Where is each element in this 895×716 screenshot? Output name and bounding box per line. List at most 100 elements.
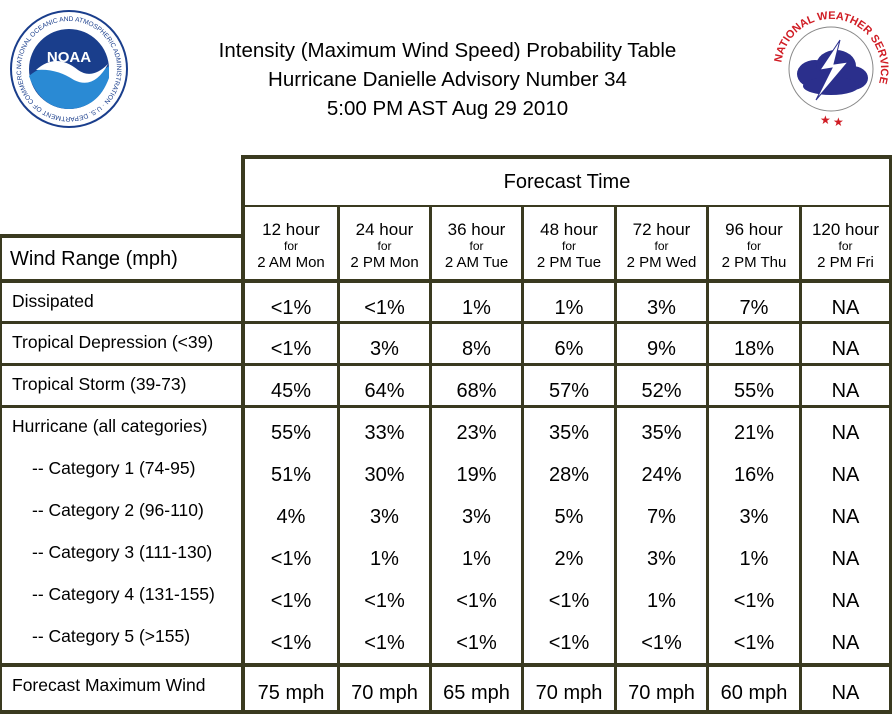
table-cell: 7% — [647, 506, 676, 528]
row-divider — [0, 663, 892, 667]
column-header-hours: 120 hour — [811, 220, 880, 239]
row-label: -- Category 1 (74-95) — [32, 458, 196, 478]
noaa-logo: NOAA NATIONAL OCEANIC AND ATMOSPHERIC AD… — [6, 3, 130, 130]
column-header-valid: 2 PM Wed — [626, 254, 697, 271]
title-line-1: Intensity (Maximum Wind Speed) Probabili… — [218, 39, 677, 62]
table-cell: 3% — [647, 548, 676, 570]
column-header-valid: 2 PM Thu — [721, 254, 787, 271]
table-cell: 1% — [462, 297, 491, 319]
table-cell: 65 mph — [443, 682, 510, 704]
table-cell: <1% — [364, 297, 405, 319]
table-cell: 35% — [548, 422, 590, 444]
column-divider — [706, 206, 709, 714]
row-divider — [0, 405, 892, 408]
table-cell: NA — [831, 464, 860, 486]
table-border-right — [889, 155, 892, 714]
column-header: 120 hour for 2 PM Fri — [802, 220, 889, 272]
table-cell: 1% — [462, 548, 491, 570]
table-cell: <1% — [456, 590, 497, 612]
column-divider — [614, 206, 617, 714]
table-cell: NA — [831, 632, 860, 654]
table-cell: 57% — [548, 380, 590, 402]
table-cell: 6% — [554, 338, 584, 360]
column-header-hours: 36 hour — [447, 220, 506, 239]
table-cell: <1% — [270, 590, 312, 612]
table-cell: 55% — [270, 422, 312, 444]
table-cell: 75 mph — [257, 682, 325, 704]
table-cell: 70 mph — [351, 682, 418, 704]
column-header-valid: 2 AM Tue — [444, 254, 509, 271]
wind-range-header: Wind Range (mph) — [10, 248, 178, 270]
table-cell: 23% — [456, 422, 497, 444]
column-divider — [799, 206, 802, 714]
table-cell: 45% — [270, 380, 312, 402]
table-cell: 7% — [739, 297, 769, 319]
row-label: -- Category 5 (>155) — [32, 626, 191, 646]
table-cell: 30% — [364, 464, 405, 486]
table-cell: 9% — [647, 338, 676, 360]
table-cell: 1% — [370, 548, 399, 570]
table-cell: NA — [831, 380, 860, 402]
table-cell: 21% — [733, 422, 775, 444]
table-cell: NA — [831, 506, 860, 528]
table-cell: 68% — [456, 380, 497, 402]
table-cell: 55% — [733, 380, 775, 402]
svg-text:NOAA: NOAA — [47, 49, 91, 66]
row-label: -- Category 4 (131-155) — [32, 584, 215, 604]
table-border-label-right — [241, 155, 245, 714]
row-label: -- Category 2 (96-110) — [32, 500, 204, 520]
column-header-hours: 96 hour — [725, 220, 783, 239]
table-cell: 51% — [270, 464, 312, 486]
table-cell: 16% — [733, 464, 775, 486]
row-divider — [0, 321, 892, 324]
table-border-top — [241, 155, 892, 159]
table-cell: 28% — [548, 464, 590, 486]
column-header-valid: 2 AM Mon — [257, 254, 325, 271]
row-divider — [0, 363, 892, 366]
row-label: Forecast Maximum Wind — [12, 675, 206, 695]
table-cell: <1% — [270, 632, 312, 654]
table-cell: NA — [831, 338, 860, 360]
table-cell: NA — [831, 682, 860, 704]
table-border-header-bottom — [0, 279, 892, 283]
table-cell: <1% — [733, 590, 775, 612]
table-cell: <1% — [548, 590, 590, 612]
table-cell: 1% — [647, 590, 676, 612]
column-header: 12 hour for 2 AM Mon — [245, 220, 337, 272]
row-label: -- Category 3 (111-130) — [32, 542, 213, 562]
column-header-hours: 12 hour — [262, 220, 320, 239]
table-cell: 4% — [276, 506, 306, 528]
row-label: Hurricane (all categories) — [12, 416, 208, 436]
column-header-for: for — [838, 239, 853, 253]
column-header: 24 hour for 2 PM Mon — [340, 220, 429, 272]
table-cell: 5% — [554, 506, 584, 528]
column-divider — [521, 206, 524, 714]
svg-text:★: ★ — [833, 115, 844, 129]
table-cell: 3% — [647, 297, 676, 319]
table-cell: 64% — [364, 380, 405, 402]
row-label: Tropical Storm (39-73) — [12, 374, 187, 394]
table-cell: 19% — [456, 464, 497, 486]
svg-text:★: ★ — [820, 113, 831, 127]
column-header: 72 hour for 2 PM Wed — [617, 220, 706, 272]
table-cell: 8% — [462, 338, 491, 360]
column-divider — [337, 206, 340, 714]
table-cell: <1% — [270, 548, 312, 570]
table-cell: NA — [831, 548, 860, 570]
table-cell: 3% — [370, 338, 399, 360]
title-line-3: 5:00 PM AST Aug 29 2010 — [326, 97, 569, 120]
forecast-time-header: Forecast Time — [503, 171, 631, 193]
column-header-for: for — [469, 239, 484, 253]
column-header: 48 hour for 2 PM Tue — [524, 220, 614, 272]
table-cell: 3% — [739, 506, 769, 528]
column-header-hours: 24 hour — [355, 220, 414, 239]
table-cell: NA — [831, 422, 860, 444]
column-header-for: for — [377, 239, 392, 253]
table-cell: 1% — [739, 548, 769, 570]
table-cell: 18% — [733, 338, 775, 360]
column-header-hours: 72 hour — [632, 220, 691, 239]
table-cell: 70 mph — [628, 682, 695, 704]
table-cell: 35% — [641, 422, 682, 444]
table-border-bottom — [0, 710, 892, 714]
table-cell: <1% — [641, 632, 682, 654]
